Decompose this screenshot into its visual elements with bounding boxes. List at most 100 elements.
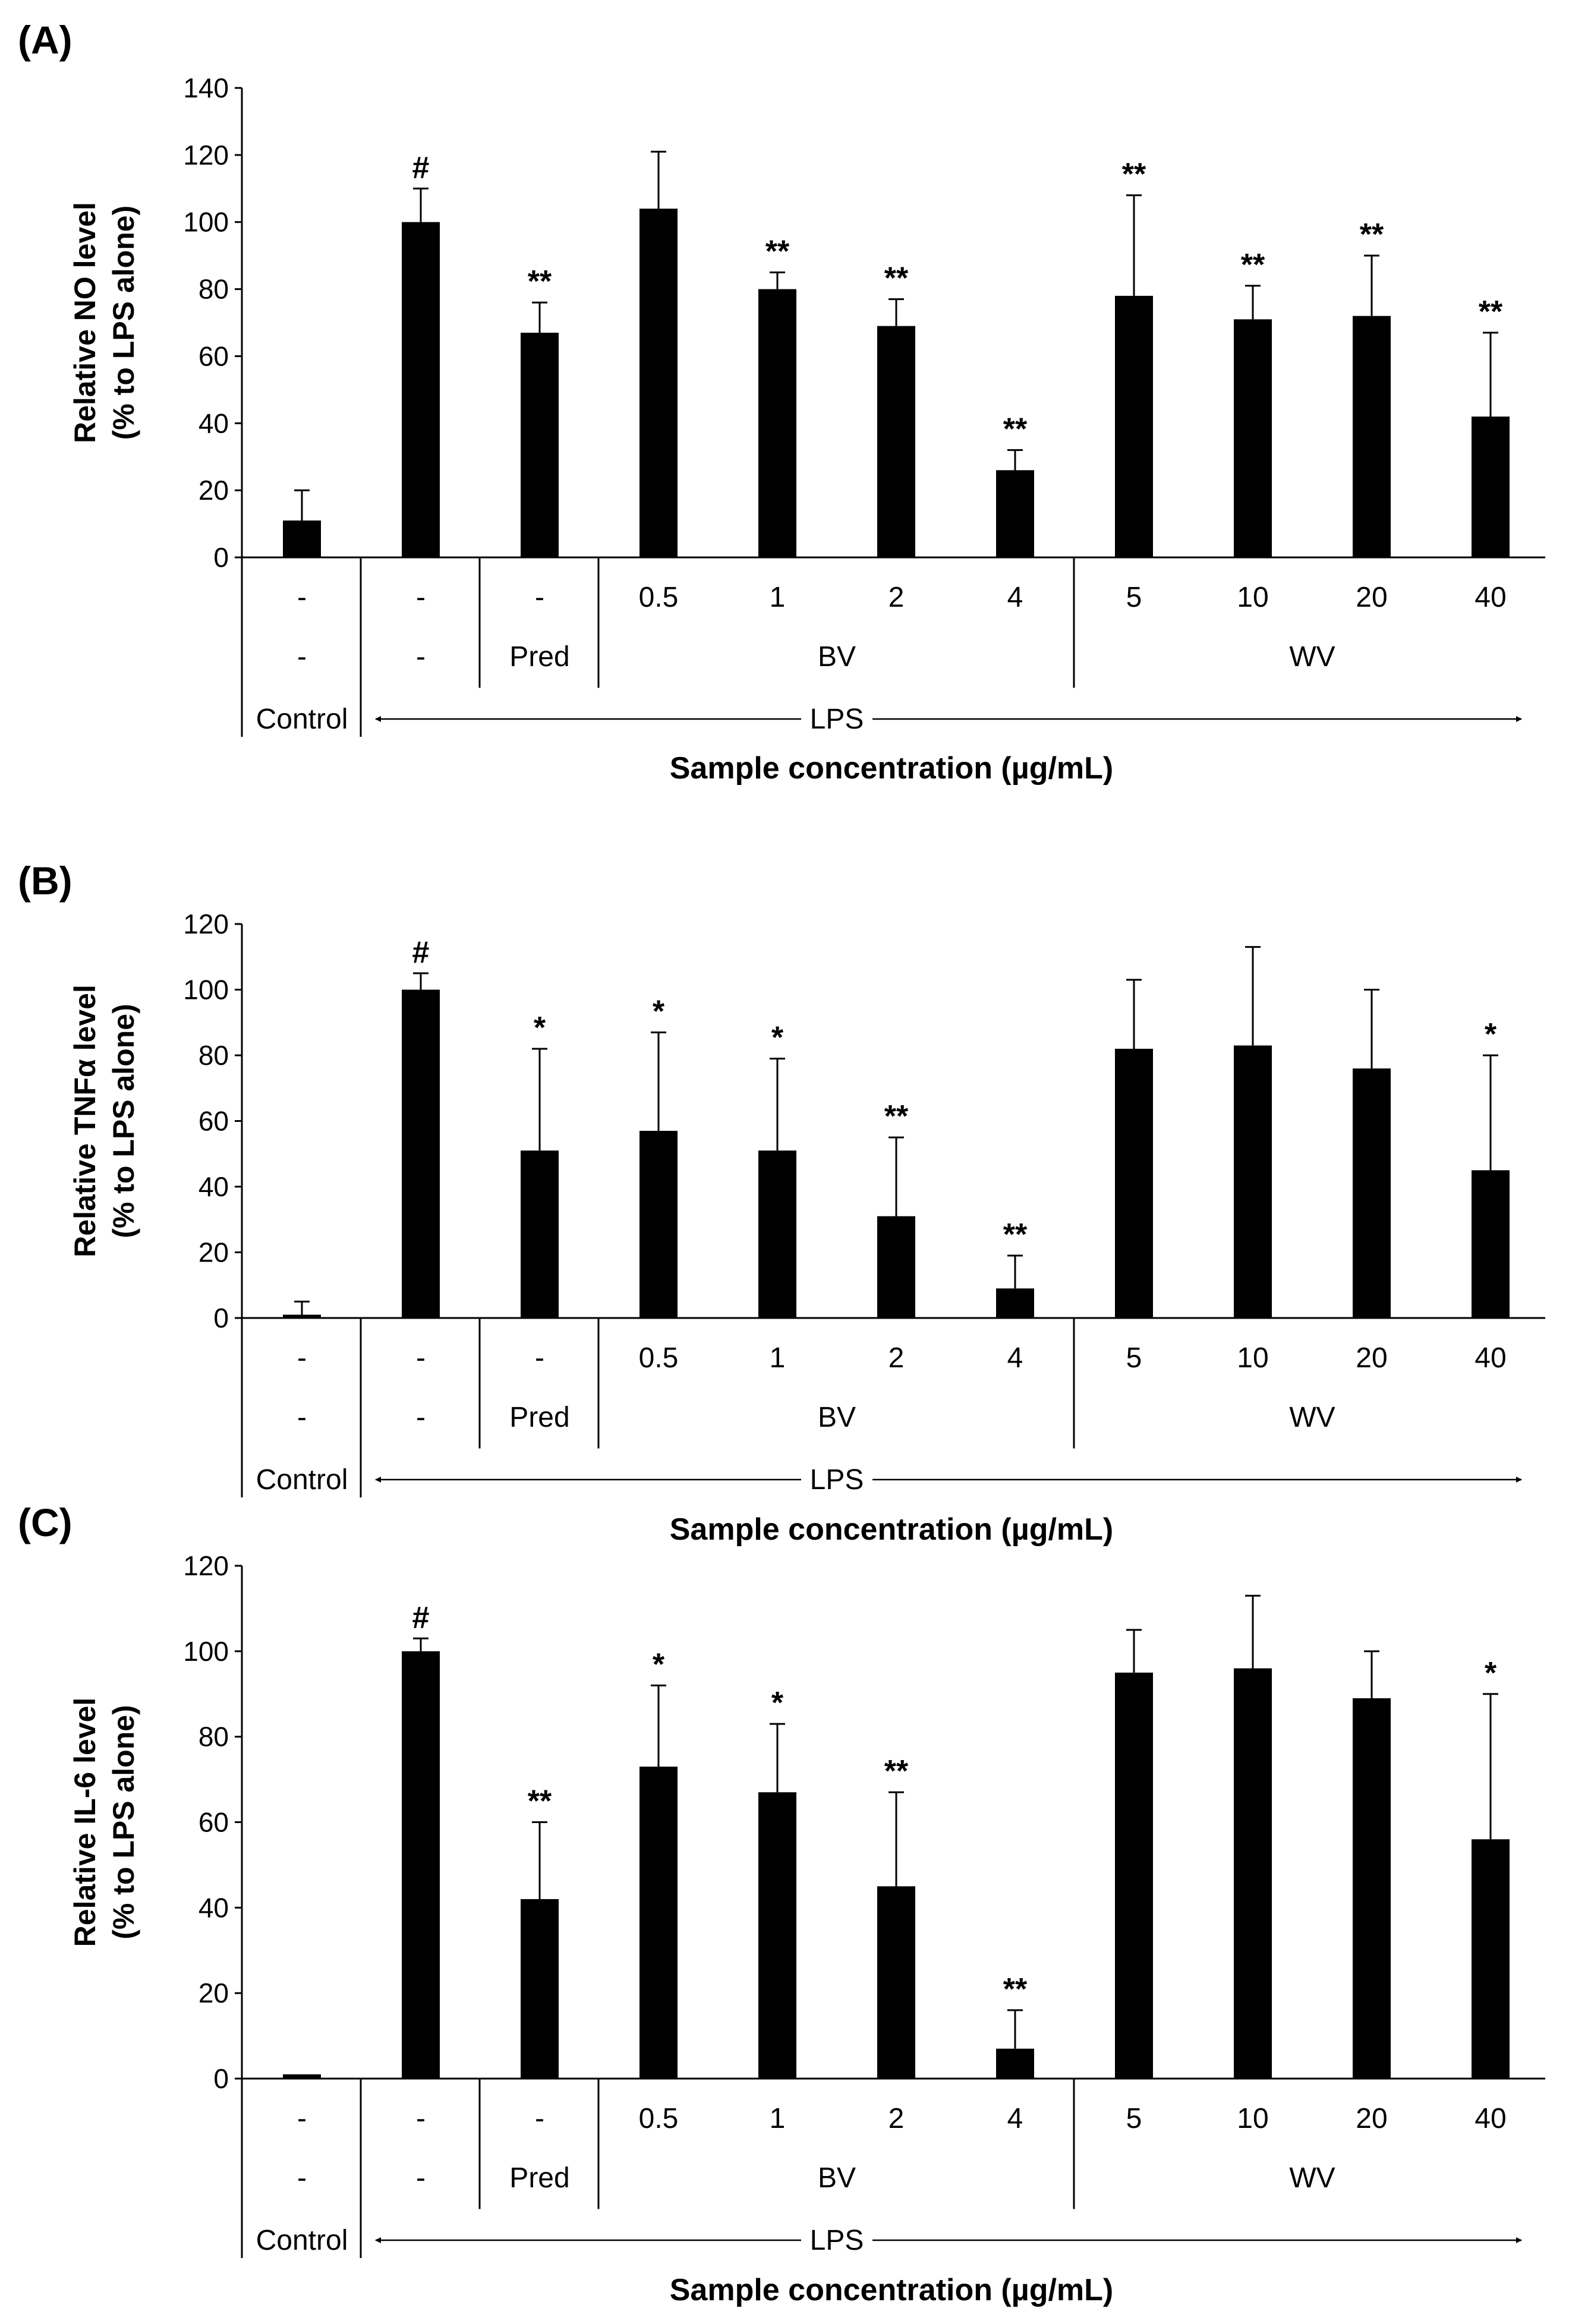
y-tick-label: 140 bbox=[183, 72, 229, 103]
y-tick-label: 80 bbox=[199, 1040, 229, 1071]
bar-7 bbox=[996, 470, 1034, 557]
bar-2 bbox=[402, 989, 440, 1318]
significance-mark-7: ** bbox=[1003, 1218, 1028, 1252]
bar-10 bbox=[1353, 1068, 1391, 1318]
y-tick-label: 20 bbox=[199, 1978, 229, 2008]
panel-label: (B) bbox=[18, 859, 73, 903]
concentration-label-5: 1 bbox=[770, 2103, 786, 2134]
concentration-label-7: 4 bbox=[1007, 2103, 1023, 2134]
significance-mark-9: ** bbox=[1241, 248, 1265, 282]
chart-panel-1: (A) Relative NO level (% to LPS alone) 0 20 4… bbox=[18, 18, 1545, 786]
significance-mark-4: * bbox=[653, 994, 665, 1029]
chart-panel-2: (B) Relative TNFα level (% to LPS alone) 0 2… bbox=[18, 859, 1545, 1547]
concentration-label-10: 20 bbox=[1356, 2103, 1387, 2134]
concentration-label-8: 5 bbox=[1126, 582, 1142, 613]
bar-11 bbox=[1472, 1170, 1510, 1318]
bar-8 bbox=[1115, 295, 1153, 557]
significance-mark-2: # bbox=[412, 935, 430, 970]
concentration-label-2: - bbox=[416, 1342, 426, 1374]
concentration-label-5: 1 bbox=[770, 1342, 786, 1374]
y-axis-subtitle: (% to LPS alone) bbox=[107, 1004, 140, 1238]
group-label-2: - bbox=[416, 2162, 426, 2194]
significance-mark-8: ** bbox=[1122, 157, 1146, 192]
y-tick-label: 0 bbox=[213, 1303, 229, 1333]
significance-mark-5: * bbox=[771, 1686, 784, 1720]
bar-9 bbox=[1234, 1045, 1272, 1318]
concentration-label-4: 0.5 bbox=[639, 2103, 679, 2134]
concentration-label-1: - bbox=[297, 1342, 307, 1374]
y-tick-label: 80 bbox=[199, 1721, 229, 1752]
y-tick-label: 120 bbox=[183, 909, 229, 939]
bar-8 bbox=[1115, 1672, 1153, 2079]
significance-mark-3: ** bbox=[528, 1784, 552, 1819]
bar-2 bbox=[402, 1651, 440, 2079]
bar-4 bbox=[639, 1767, 678, 2079]
significance-mark-7: ** bbox=[1003, 1972, 1028, 2007]
significance-mark-7: ** bbox=[1003, 412, 1028, 446]
bar-11 bbox=[1472, 1839, 1510, 2079]
bar-6 bbox=[877, 1216, 915, 1318]
significance-mark-11: * bbox=[1485, 1017, 1497, 1052]
group-label-1: - bbox=[297, 641, 307, 673]
group-label-4: BV bbox=[818, 641, 856, 673]
concentration-label-3: - bbox=[535, 2103, 544, 2134]
significance-mark-5: ** bbox=[765, 234, 790, 269]
group-label-2: - bbox=[416, 1402, 426, 1433]
significance-mark-5: * bbox=[771, 1021, 784, 1055]
bar-7 bbox=[996, 1288, 1034, 1318]
bar-4 bbox=[639, 209, 678, 558]
concentration-label-11: 40 bbox=[1475, 582, 1506, 613]
y-tick-label: 20 bbox=[199, 475, 229, 506]
y-axis-title: Relative TNFα level bbox=[68, 985, 102, 1257]
panel-label: (C) bbox=[18, 1500, 73, 1544]
bar-6 bbox=[877, 326, 915, 557]
control-label: Control bbox=[256, 704, 348, 735]
concentration-label-9: 10 bbox=[1237, 582, 1268, 613]
y-tick-label: 120 bbox=[183, 140, 229, 171]
y-tick-label: 80 bbox=[199, 274, 229, 305]
y-tick-label: 60 bbox=[199, 340, 229, 371]
group-label-1: - bbox=[297, 2162, 307, 2194]
group-label-2: - bbox=[416, 641, 426, 673]
y-tick-label: 60 bbox=[199, 1106, 229, 1137]
concentration-label-1: - bbox=[297, 582, 307, 613]
significance-mark-2: # bbox=[412, 150, 430, 185]
bar-4 bbox=[639, 1131, 678, 1318]
bar-1 bbox=[283, 2074, 321, 2079]
concentration-label-3: - bbox=[535, 1342, 544, 1374]
group-label-3: Pred bbox=[509, 2162, 569, 2194]
lps-label: LPS bbox=[810, 2225, 864, 2256]
x-axis-title: Sample concentration (µg/mL) bbox=[670, 1512, 1113, 1547]
y-tick-label: 100 bbox=[183, 975, 229, 1005]
y-tick-label: 60 bbox=[199, 1807, 229, 1838]
group-label-5: WV bbox=[1289, 2162, 1335, 2194]
bar-5 bbox=[758, 1150, 796, 1318]
concentration-label-9: 10 bbox=[1237, 2103, 1268, 2134]
concentration-label-7: 4 bbox=[1007, 1342, 1023, 1374]
y-tick-label: 20 bbox=[199, 1237, 229, 1268]
group-label-5: WV bbox=[1289, 641, 1335, 673]
significance-mark-10: ** bbox=[1360, 217, 1384, 252]
concentration-label-2: - bbox=[416, 582, 426, 613]
bar-5 bbox=[758, 1792, 796, 2079]
group-label-5: WV bbox=[1289, 1402, 1335, 1433]
significance-mark-11: ** bbox=[1479, 295, 1503, 329]
concentration-label-5: 1 bbox=[770, 582, 786, 613]
concentration-label-1: - bbox=[297, 2103, 307, 2134]
significance-mark-2: # bbox=[412, 1600, 430, 1635]
bar-3 bbox=[521, 1150, 559, 1318]
y-axis-title: Relative IL-6 level bbox=[68, 1698, 102, 1947]
significance-mark-4: * bbox=[653, 1647, 665, 1682]
significance-mark-3: ** bbox=[528, 264, 552, 299]
lps-label: LPS bbox=[810, 704, 864, 735]
bar-3 bbox=[521, 1899, 559, 2079]
bar-9 bbox=[1234, 319, 1272, 557]
significance-mark-11: * bbox=[1485, 1656, 1497, 1691]
x-axis-title: Sample concentration (µg/mL) bbox=[670, 2273, 1113, 2307]
group-label-3: Pred bbox=[509, 641, 569, 673]
y-tick-label: 0 bbox=[213, 542, 229, 573]
control-label: Control bbox=[256, 1464, 348, 1496]
bar-7 bbox=[996, 2048, 1034, 2079]
concentration-label-10: 20 bbox=[1356, 582, 1387, 613]
significance-mark-6: ** bbox=[884, 1754, 909, 1789]
